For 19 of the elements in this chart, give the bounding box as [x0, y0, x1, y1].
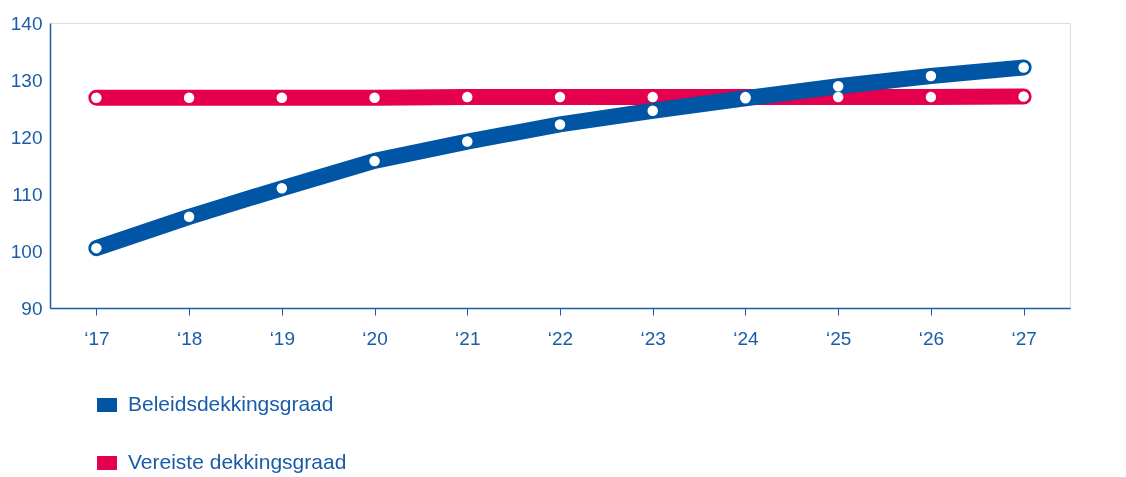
x-tick-label: ‘22 [547, 327, 574, 349]
x-tick-label: ‘20 [362, 327, 388, 349]
y-tick-label: 130 [10, 69, 43, 91]
x-tick-label: ‘24 [733, 327, 760, 349]
y-tick-label: 110 [12, 183, 43, 205]
x-tick-label: ‘23 [640, 327, 666, 349]
legend-label: Beleidsdekkingsgraad [128, 392, 334, 415]
x-tick-label: ‘26 [918, 327, 945, 349]
x-tick-label: ‘21 [455, 327, 481, 349]
x-tick-label: ‘25 [826, 327, 852, 349]
y-tick-label: 120 [10, 126, 43, 148]
x-tick-label: ‘27 [1011, 327, 1037, 349]
x-tick-label: ‘17 [84, 327, 110, 349]
y-tick-label: 100 [10, 240, 43, 262]
y-tick-label: 90 [21, 297, 43, 319]
y-tick-label: 140 [10, 12, 43, 34]
x-tick-label: ‘18 [176, 327, 203, 349]
legend-label: Vereiste dekkingsgraad [128, 450, 347, 473]
x-tick-label: ‘19 [269, 327, 295, 349]
